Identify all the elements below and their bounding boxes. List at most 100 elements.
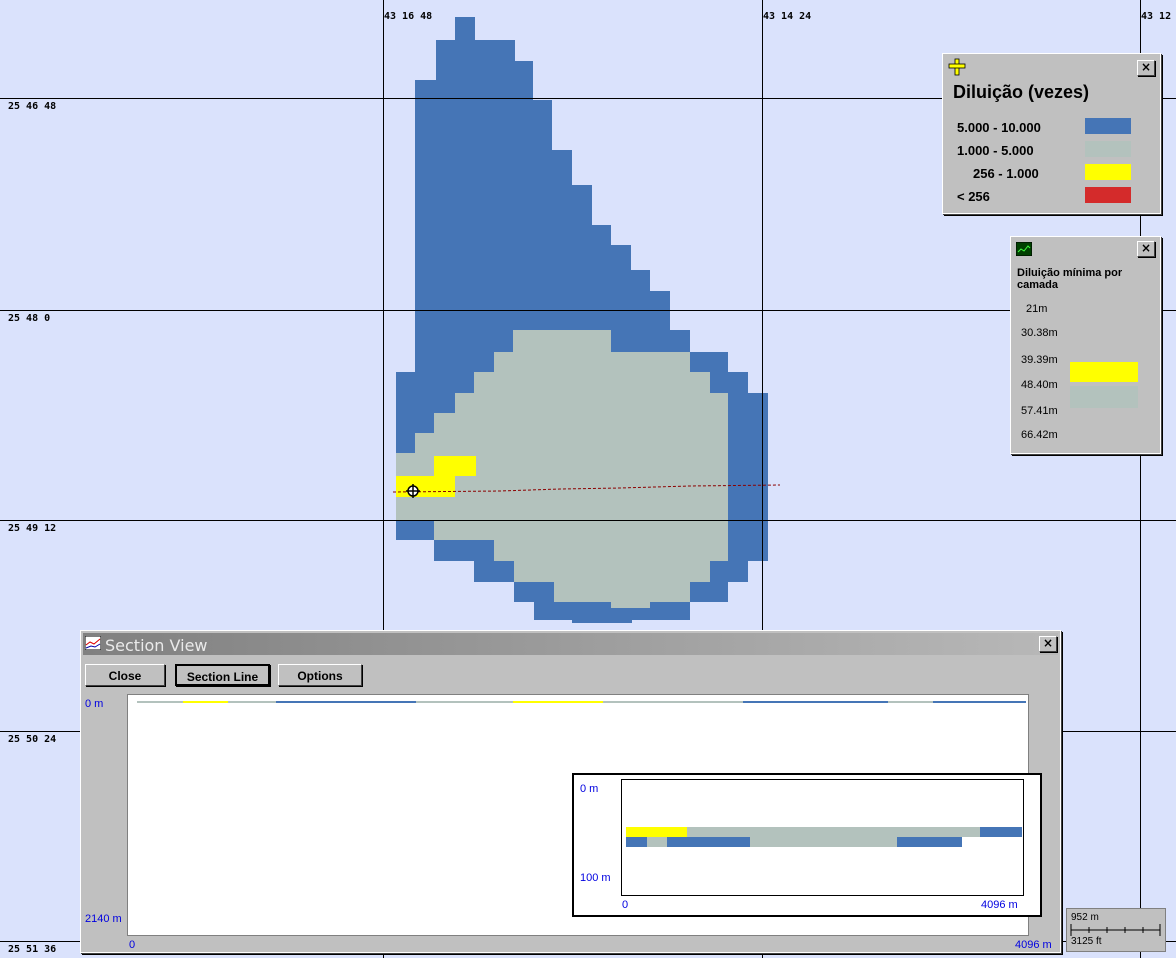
legend-title: Diluição mínima por camada <box>1017 267 1123 291</box>
plume-cell <box>415 150 572 185</box>
layer-swatch <box>1070 386 1138 408</box>
y-axis-bottom-label: 2140 m <box>85 913 122 925</box>
plume-cell <box>415 270 650 291</box>
scale-metric-label: 952 m <box>1071 912 1099 923</box>
depth-label: 48.40m <box>1021 379 1058 391</box>
plume-cell <box>513 330 611 352</box>
grid-line-horizontal <box>0 98 1176 99</box>
plume-cell <box>436 61 533 80</box>
surface-segment <box>888 701 933 703</box>
plume-cell <box>455 17 475 40</box>
inset-layer-bar <box>626 837 647 847</box>
latitude-label: 25 51 36 <box>8 944 57 955</box>
grid-line-horizontal <box>0 520 1176 521</box>
surface-segment <box>513 701 603 703</box>
legend-label: < 256 <box>957 189 990 204</box>
plume-cell <box>455 393 728 413</box>
plume-cell <box>415 225 611 245</box>
scale-ruler <box>1070 924 1161 936</box>
surface-segment <box>416 701 513 703</box>
inset-layer-bar <box>980 827 1022 837</box>
plume-cell <box>415 433 728 453</box>
latitude-label: 25 48 0 <box>8 313 51 324</box>
plume-cell <box>415 291 670 311</box>
plume-cell <box>514 561 710 582</box>
layer-chart-icon <box>1016 242 1032 256</box>
inset-layer-bar <box>667 837 750 847</box>
plume-cell <box>554 582 690 602</box>
surface-segment <box>603 701 743 703</box>
surface-segment <box>183 701 228 703</box>
x-axis-right-label: 4096 m <box>1015 939 1052 951</box>
close-icon[interactable]: × <box>1039 636 1057 652</box>
plume-cell <box>396 496 728 520</box>
surface-segment <box>933 701 1026 703</box>
section-view-icon <box>85 636 101 650</box>
close-icon[interactable]: × <box>1137 241 1155 257</box>
grid-line-vertical <box>762 0 763 958</box>
legend-swatch <box>1085 141 1131 157</box>
plume-cell <box>611 602 650 608</box>
plume-cell <box>396 435 415 455</box>
section-view-window: Section View × Close Section Line Option… <box>80 630 1061 953</box>
scale-bar: 952 m 3125 ft <box>1066 908 1166 952</box>
legend-swatch <box>1085 118 1131 134</box>
title-bar[interactable]: Section View × <box>83 633 1058 655</box>
plume-cell <box>434 413 728 433</box>
options-button[interactable]: Options <box>278 664 362 686</box>
plume-cell <box>436 40 515 61</box>
plume-cell <box>494 540 728 561</box>
inset-x-right-label: 4096 m <box>981 899 1018 911</box>
surface-segment <box>228 701 276 703</box>
inset-layer-bar <box>647 837 667 847</box>
plume-cell <box>415 80 533 100</box>
legend-swatch <box>1085 187 1131 203</box>
plume-cell <box>415 245 631 270</box>
window-title: Section View <box>105 636 208 655</box>
plume-cell <box>434 456 476 476</box>
x-axis-left-label: 0 <box>129 939 136 951</box>
dilution-legend: × Diluição (vezes) 5.000 - 10.000 1.000 … <box>942 53 1161 214</box>
grid-line-vertical <box>1140 0 1141 958</box>
longitude-label: 43 14 24 <box>763 11 812 22</box>
latitude-label: 25 49 12 <box>8 523 57 534</box>
surface-segment <box>137 701 183 703</box>
depth-label: 39.39m <box>1021 354 1058 366</box>
layer-legend: × Diluição mínima por camada 21m 30.38m … <box>1010 236 1161 454</box>
inset-x-left-label: 0 <box>622 899 629 911</box>
scale-imperial-label: 3125 ft <box>1071 936 1102 947</box>
plume-cell <box>494 352 690 372</box>
plume-cell <box>415 311 670 330</box>
close-icon[interactable]: × <box>1137 60 1155 76</box>
depth-label: 57.41m <box>1021 405 1058 417</box>
surface-segment <box>743 701 888 703</box>
inset-layer-bar <box>750 837 897 847</box>
plume-cell <box>415 120 552 150</box>
layer-swatch <box>1070 362 1138 382</box>
y-axis-top-label: 0 m <box>85 698 104 710</box>
plume-cell <box>396 453 728 475</box>
legend-title: Diluição (vezes) <box>953 82 1090 102</box>
plume-cell <box>434 520 728 540</box>
source-point-icon <box>406 484 420 498</box>
close-button[interactable]: Close <box>85 664 165 686</box>
crosshair-legend-icon <box>948 58 966 76</box>
legend-label: 256 - 1.000 <box>973 166 1039 181</box>
section-line-button[interactable]: Section Line <box>175 664 270 686</box>
surface-segment <box>276 701 416 703</box>
legend-label: 5.000 - 10.000 <box>957 120 1041 135</box>
section-zoom-inset: 0 m 100 m 0 4096 m <box>572 773 1042 917</box>
depth-label: 21m <box>1026 303 1048 315</box>
longitude-label: 43 12 <box>1141 11 1172 22</box>
plume-cell <box>534 602 690 620</box>
inset-layer-bar <box>626 827 687 837</box>
plume-cell <box>415 185 592 225</box>
inset-y-top-label: 0 m <box>580 783 599 795</box>
plume-cell <box>415 100 552 120</box>
longitude-label: 43 16 48 <box>384 11 433 22</box>
plume-cell <box>474 372 710 393</box>
legend-swatch <box>1085 164 1131 180</box>
inset-layer-bar <box>687 827 980 837</box>
